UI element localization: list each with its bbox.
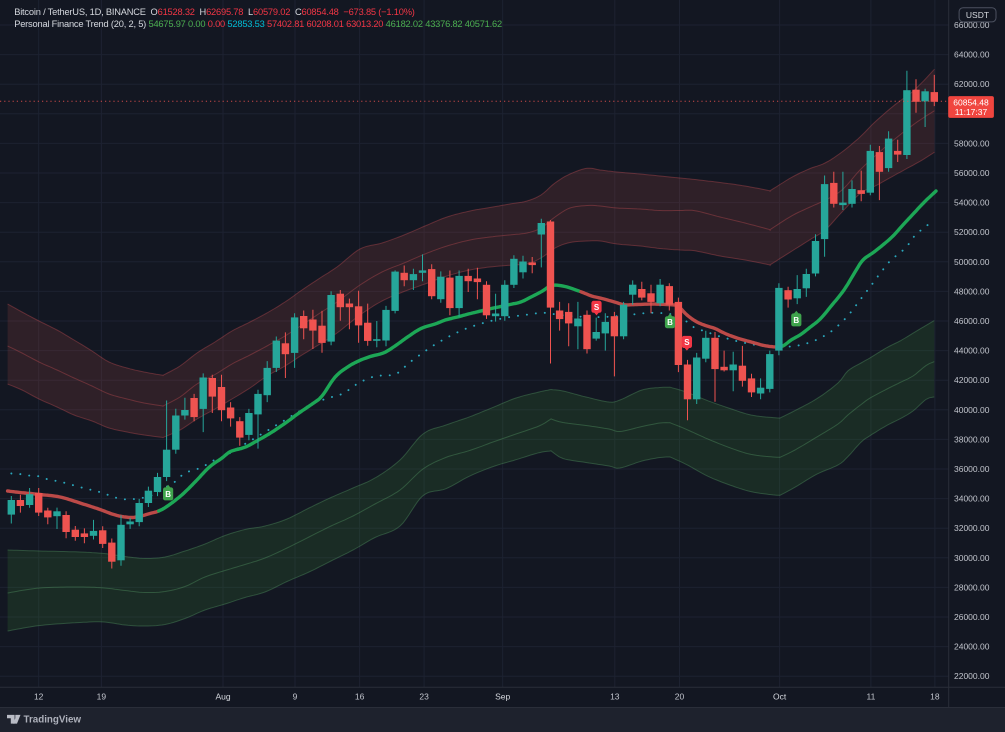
svg-text:36000.00: 36000.00 <box>954 464 990 474</box>
svg-text:60854.48: 60854.48 <box>953 98 989 108</box>
svg-text:B: B <box>667 318 673 327</box>
svg-text:54000.00: 54000.00 <box>954 198 990 208</box>
svg-text:16: 16 <box>355 691 365 701</box>
svg-text:22000.00: 22000.00 <box>954 671 990 681</box>
svg-text:B: B <box>165 490 171 499</box>
svg-text:Oct: Oct <box>773 691 787 701</box>
svg-text:34000.00: 34000.00 <box>954 494 990 504</box>
svg-text:48000.00: 48000.00 <box>954 286 990 296</box>
svg-text:Sep: Sep <box>495 691 510 701</box>
svg-text:50000.00: 50000.00 <box>954 257 990 267</box>
svg-text:56000.00: 56000.00 <box>954 168 990 178</box>
svg-text:19: 19 <box>97 691 107 701</box>
svg-text:42000.00: 42000.00 <box>954 375 990 385</box>
svg-text:52000.00: 52000.00 <box>954 227 990 237</box>
svg-text:S: S <box>684 338 690 347</box>
svg-text:Personal Finance Trend (20, 2,: Personal Finance Trend (20, 2, 5) 54675.… <box>14 19 502 29</box>
svg-text:13: 13 <box>610 691 620 701</box>
svg-text:26000.00: 26000.00 <box>954 612 990 622</box>
svg-text:12: 12 <box>34 691 44 701</box>
svg-text:20: 20 <box>675 691 685 701</box>
svg-text:64000.00: 64000.00 <box>954 50 990 60</box>
svg-text:Aug: Aug <box>215 691 230 701</box>
svg-text:58000.00: 58000.00 <box>954 138 990 148</box>
svg-text:11:17:37: 11:17:37 <box>955 107 988 117</box>
svg-text:9: 9 <box>293 691 298 701</box>
svg-text:40000.00: 40000.00 <box>954 405 990 415</box>
svg-text:44000.00: 44000.00 <box>954 346 990 356</box>
svg-text:30000.00: 30000.00 <box>954 553 990 563</box>
svg-text:46000.00: 46000.00 <box>954 316 990 326</box>
svg-text:TradingView: TradingView <box>24 715 82 726</box>
svg-text:11: 11 <box>866 691 875 701</box>
svg-text:62000.00: 62000.00 <box>954 79 990 89</box>
svg-text:USDT: USDT <box>966 10 989 20</box>
svg-text:Bitcoin / TetherUS, 1D, BINANC: Bitcoin / TetherUS, 1D, BINANCE O61528.3… <box>14 7 415 17</box>
svg-text:24000.00: 24000.00 <box>954 642 990 652</box>
svg-text:66000.00: 66000.00 <box>954 20 990 30</box>
svg-text:38000.00: 38000.00 <box>954 434 990 444</box>
svg-text:23: 23 <box>419 691 429 701</box>
svg-text:S: S <box>594 303 600 312</box>
svg-text:B: B <box>793 316 799 325</box>
svg-text:32000.00: 32000.00 <box>954 523 990 533</box>
svg-text:18: 18 <box>930 691 940 701</box>
svg-text:28000.00: 28000.00 <box>954 582 990 592</box>
